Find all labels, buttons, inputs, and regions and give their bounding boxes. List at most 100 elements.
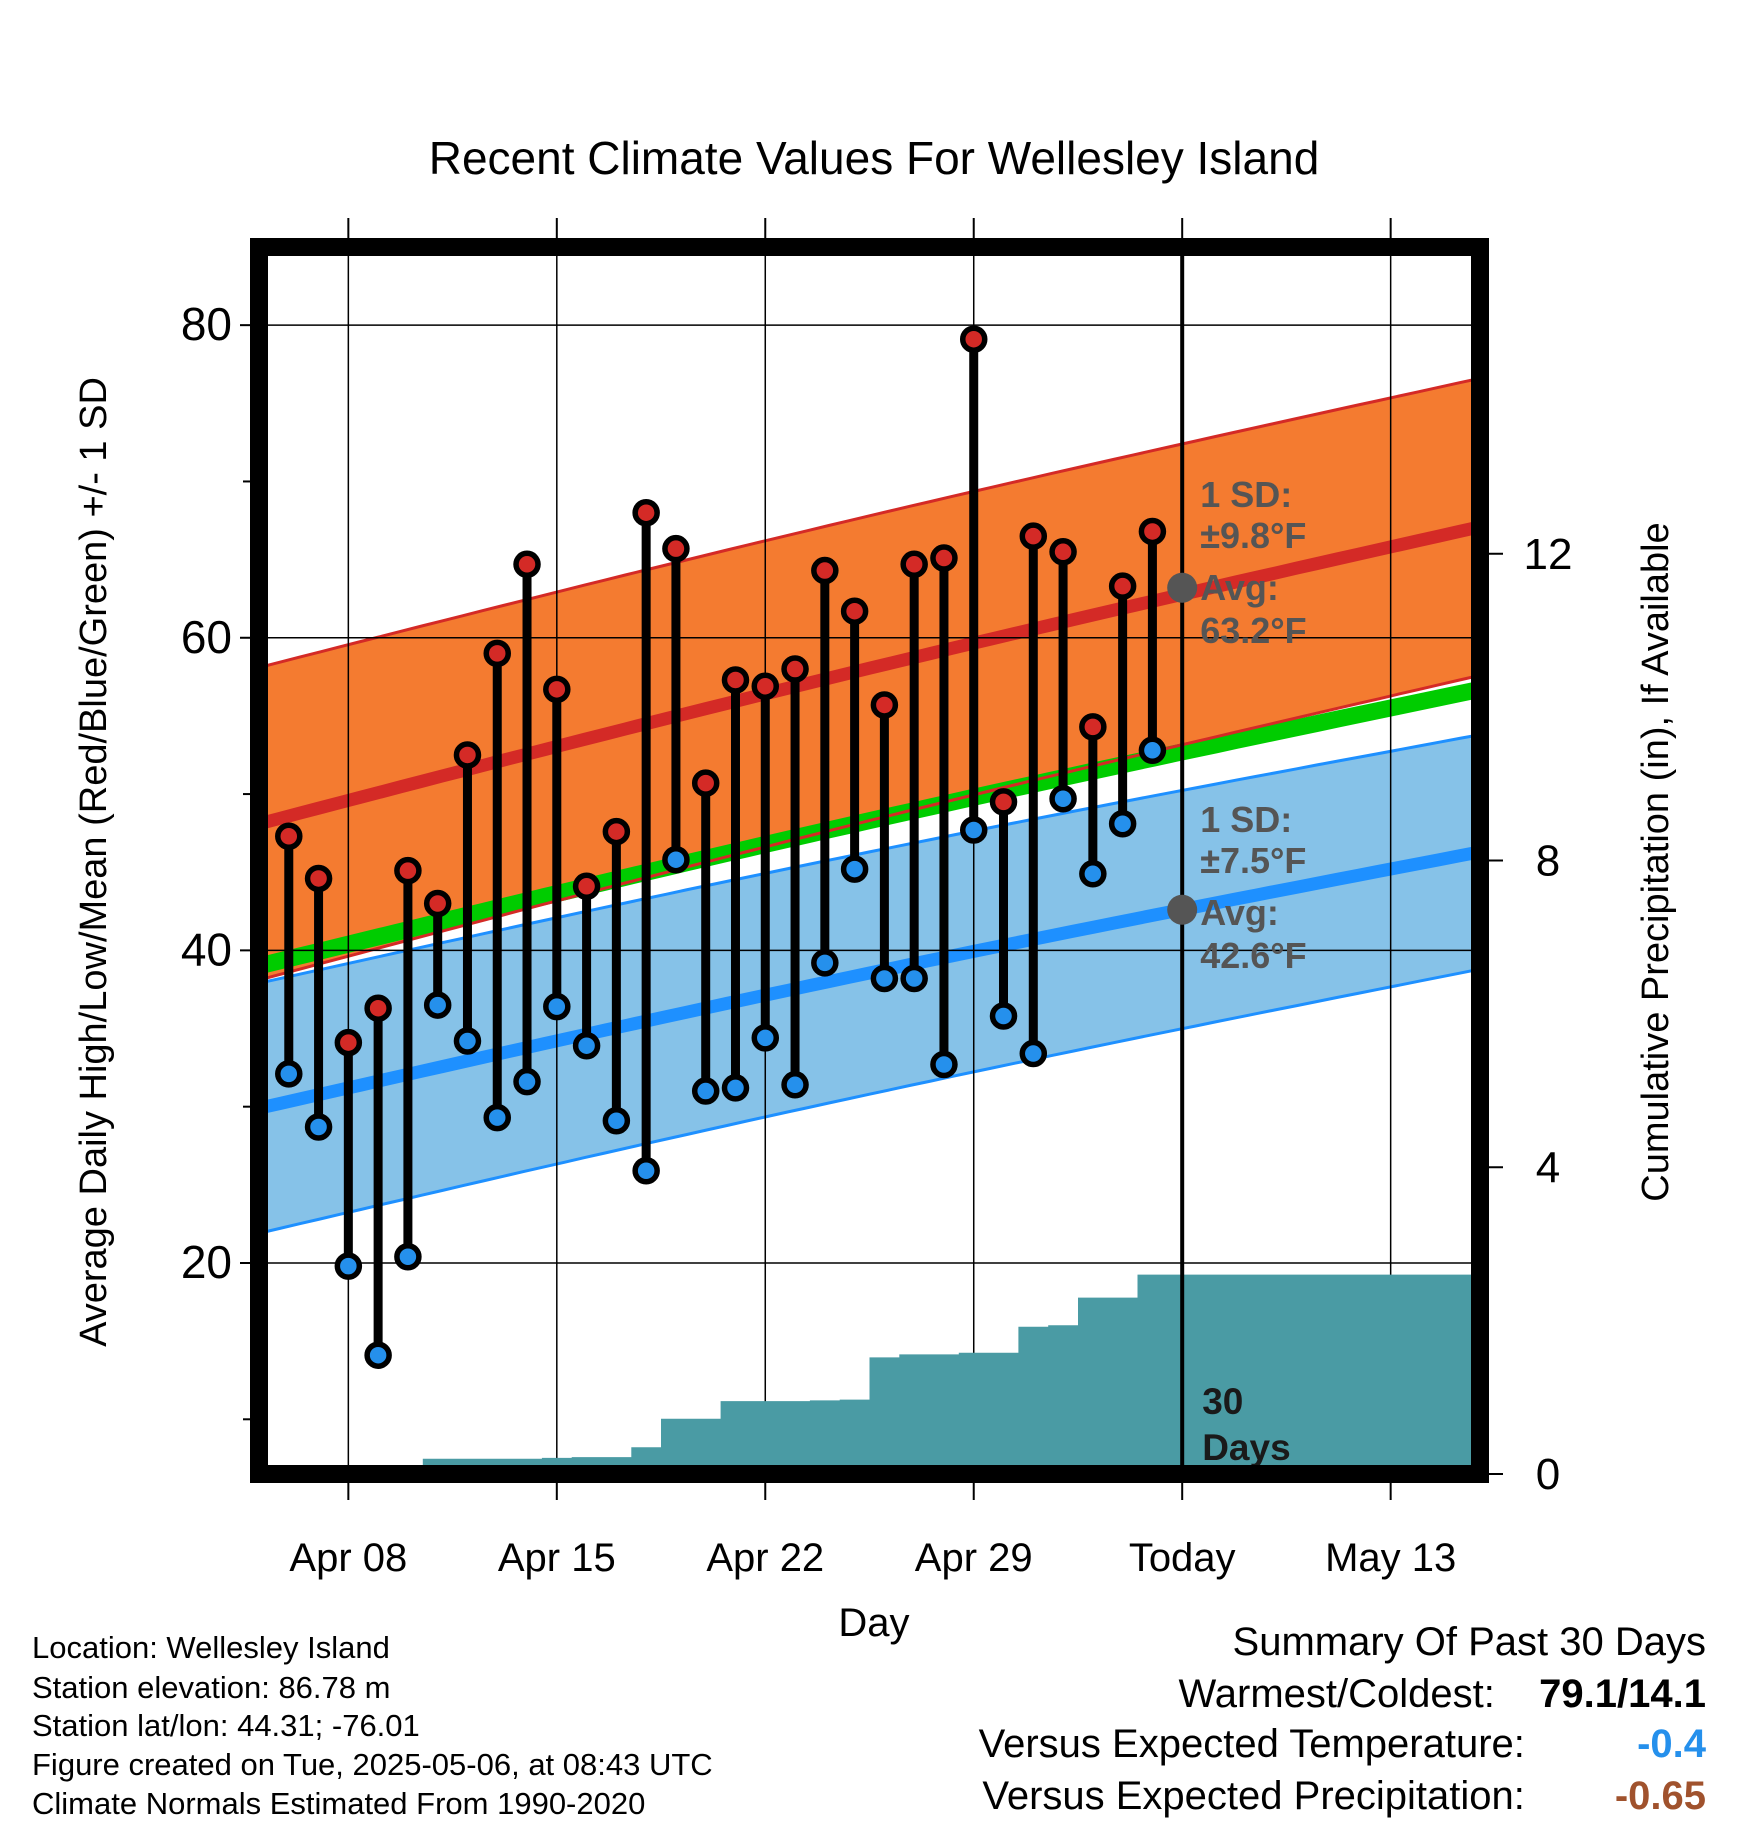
low-avg-label: Avg: <box>1200 892 1279 933</box>
high-sd-value: ±9.8°F <box>1200 515 1306 556</box>
x-tick-label: Today <box>1129 1536 1236 1580</box>
low-sd-upper-edge <box>259 733 1480 985</box>
plot-frame <box>250 238 1489 1483</box>
daily-low-point <box>602 1106 631 1135</box>
daily-low-point <box>959 816 988 844</box>
axes: 20 40 60 80 0 4 8 12 Apr 08 Apr 15 Apr 22 Apr 29 Tod… <box>181 218 1572 1580</box>
daily-high-point <box>900 550 928 579</box>
y2-tick-label: 0 <box>1536 1450 1560 1499</box>
daily-low-point <box>1019 1039 1048 1068</box>
daily-low-point <box>483 1103 511 1132</box>
y-axis-label: Average Daily High/Low/Mean (Red/Blue/Gr… <box>73 377 115 1347</box>
daily-low-point <box>513 1067 541 1096</box>
x-tick-label: May 13 <box>1325 1536 1456 1580</box>
daily-low-point <box>751 1024 780 1052</box>
daily-high-point <box>811 556 839 585</box>
y2-tick-label: 8 <box>1536 837 1560 886</box>
daily-low-point <box>781 1071 809 1099</box>
daily-low-point <box>453 1027 482 1055</box>
daily-high-point <box>513 550 541 579</box>
daily-low-point <box>572 1031 601 1060</box>
x-tick-label: Apr 15 <box>498 1536 616 1580</box>
daily-low-point <box>364 1341 392 1369</box>
y-tick-label: 80 <box>181 298 232 350</box>
daily-high-point <box>662 534 690 563</box>
daily-high-point <box>394 856 422 885</box>
summary-temp-value: -0.4 <box>1637 1722 1706 1766</box>
daily-low-point <box>304 1113 333 1141</box>
low-sd-lower-edge <box>259 967 1480 1235</box>
precip-area <box>259 1274 1480 1474</box>
daily-high-point <box>543 675 571 704</box>
high-avg-label: Avg: <box>1200 567 1279 608</box>
daily-low-point <box>1138 736 1167 765</box>
precip-days-label: Days <box>1202 1427 1290 1468</box>
daily-high-point <box>632 498 660 527</box>
daily-high-point <box>1019 522 1048 550</box>
daily-low-point <box>691 1077 720 1105</box>
y-tick-label: 20 <box>181 1236 232 1288</box>
daily-high-point <box>364 994 392 1022</box>
daily-high-point <box>275 822 303 851</box>
daily-high-point <box>453 741 482 769</box>
low-normal-line <box>259 845 1480 1115</box>
x-tick-label: Apr 08 <box>289 1536 407 1580</box>
high-sd-band <box>259 378 1480 981</box>
daily-high-point <box>1108 572 1137 600</box>
daily-low-point <box>632 1157 660 1185</box>
daily-high-point <box>1079 713 1107 741</box>
precip-days-label: 30 <box>1202 1381 1243 1422</box>
info-normals: Climate Normals Estimated From 1990-2020 <box>32 1786 646 1821</box>
daily-high-point <box>483 639 511 668</box>
info-location: Location: Wellesley Island <box>32 1630 390 1665</box>
summary-title: Summary Of Past 30 Days <box>1232 1620 1706 1664</box>
info-latlon: Station lat/lon: 44.31; -76.01 <box>32 1708 420 1743</box>
daily-high-point <box>572 872 601 901</box>
y2-axis-label: Cumulative Precipitation (in), If Availa… <box>1635 522 1677 1201</box>
daily-high-point <box>334 1028 363 1057</box>
low-sd-label: 1 SD: <box>1200 799 1292 840</box>
daily-high-point <box>781 655 809 683</box>
daily-high-point <box>1138 517 1167 546</box>
x-tick-label: Apr 29 <box>915 1536 1033 1580</box>
daily-low-point <box>334 1252 363 1280</box>
high-normal-line <box>259 520 1480 831</box>
y-tick-label: 40 <box>181 923 232 975</box>
summary-precip: Versus Expected Precipitation: -0.65 <box>982 1774 1706 1819</box>
summary-temp: Versus Expected Temperature: -0.4 <box>979 1722 1706 1767</box>
chart-title: Recent Climate Values For Wellesley Isla… <box>429 132 1320 184</box>
daily-low-point <box>1049 785 1077 813</box>
summary-temp-label: Versus Expected Temperature: <box>978 1722 1525 1766</box>
daily-low-point <box>543 992 571 1021</box>
daily-low-point <box>900 964 928 993</box>
daily-low-point <box>394 1242 422 1271</box>
high-avg-value: 63.2°F <box>1200 610 1306 651</box>
daily-low-point <box>662 845 690 874</box>
daily-high-point <box>989 788 1018 816</box>
daily-high-point <box>691 769 720 797</box>
daily-low-point <box>1079 860 1107 888</box>
daily-high-point <box>423 889 452 918</box>
daily-high-point <box>840 597 869 625</box>
daily-low-point <box>721 1074 750 1102</box>
daily-high-point <box>751 672 780 700</box>
high-sd-label: 1 SD: <box>1200 474 1292 515</box>
daily-low-point <box>423 991 452 1019</box>
x-tick-label: Apr 22 <box>706 1536 824 1580</box>
daily-high-point <box>304 864 333 893</box>
daily-low-point <box>870 964 899 993</box>
info-created: Figure created on Tue, 2025-05-06, at 08… <box>32 1747 713 1782</box>
summary-warmest: Warmest/Coldest: 79.1/14.1 <box>1179 1672 1707 1717</box>
daily-high-point <box>870 691 899 719</box>
summary-warmest-value: 79.1/14.1 <box>1539 1672 1706 1716</box>
daily-high-point <box>930 544 958 572</box>
daily-low-point <box>989 1002 1018 1030</box>
x-axis-label: Day <box>838 1601 909 1645</box>
daily-low-point <box>275 1060 303 1088</box>
daily-high-point <box>959 325 988 353</box>
daily-low-point <box>1108 810 1137 838</box>
low-sd-value: ±7.5°F <box>1200 840 1306 881</box>
daily-high-point <box>1049 538 1077 566</box>
low-avg-value: 42.6°F <box>1200 935 1306 976</box>
